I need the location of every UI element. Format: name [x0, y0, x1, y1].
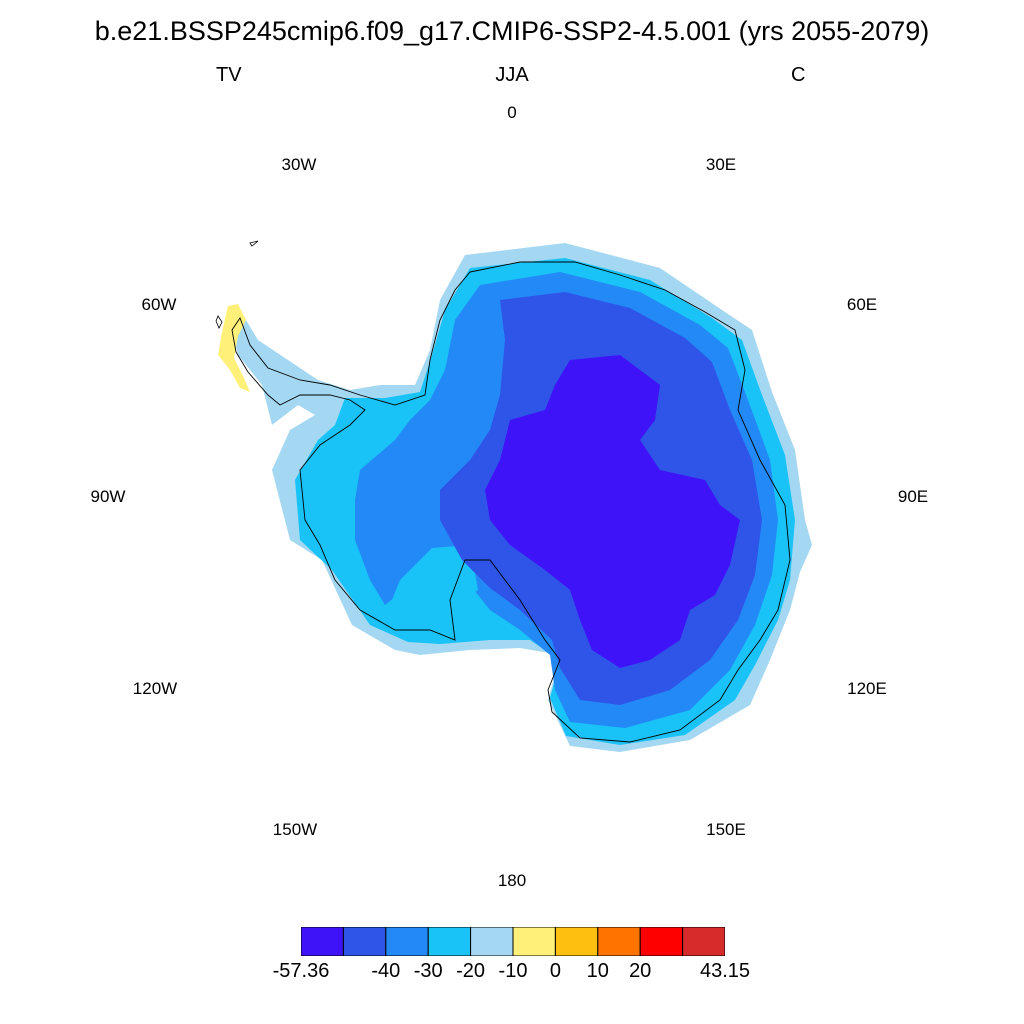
colorbar-swatch [470, 927, 514, 956]
colorbar-label: -40 [371, 960, 401, 982]
lon-label-90w: 90W [90, 487, 126, 506]
colorbar-swatch [682, 927, 725, 956]
lon-label-0: 0 [507, 103, 517, 122]
colorbar-swatch [427, 927, 472, 956]
island-outline [215, 315, 223, 329]
lon-label-150w: 150W [272, 820, 318, 839]
colorbar-label: -10 [498, 960, 528, 982]
colorbar-swatch [301, 927, 344, 956]
colorbar-label: -20 [456, 960, 486, 982]
lon-label-150e: 150E [706, 820, 746, 839]
band-zero [218, 304, 250, 392]
lon-label-30w: 30W [281, 155, 317, 174]
colorbar-label: -30 [413, 960, 443, 982]
band-minus57 [485, 355, 740, 668]
colorbar-swatch [554, 927, 599, 956]
colorbar-swatch [639, 927, 684, 956]
island-outline [249, 240, 259, 247]
colorbar [301, 927, 725, 956]
units-label: C [791, 64, 806, 86]
lon-label-60e: 60E [846, 295, 878, 314]
colorbar-swatch [385, 927, 429, 956]
colorbar-swatch [512, 927, 556, 956]
lon-label-60w: 60W [141, 295, 177, 314]
colorbar-label: 20 [629, 960, 652, 982]
colorbar-label: 0 [549, 960, 561, 982]
colorbar-swatch [342, 927, 387, 956]
lon-label-180: 180 [497, 871, 527, 890]
season-label: JJA [495, 64, 529, 86]
colorbar-label: 10 [586, 960, 609, 982]
colorbar-label: 43.15 [699, 960, 751, 982]
lon-label-120w: 120W [132, 679, 178, 698]
variable-label: TV [216, 64, 242, 86]
plot-title: b.e21.BSSP245cmip6.f09_g17.CMIP6-SSP2-4.… [94, 16, 930, 46]
lon-label-120e: 120E [847, 679, 887, 698]
lon-label-90e: 90E [897, 487, 929, 506]
band-minus20-pocket [390, 545, 478, 612]
colorbar-swatch [597, 927, 641, 956]
lon-label-30e: 30E [705, 155, 737, 174]
coastline [231, 261, 791, 743]
colorbar-label: -57.36 [272, 960, 330, 982]
